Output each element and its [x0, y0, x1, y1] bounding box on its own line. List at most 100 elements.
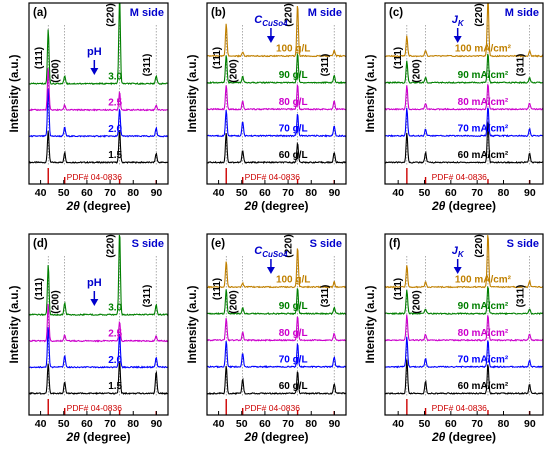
- peak-index-label: (220): [474, 3, 485, 26]
- panel-letter: (e): [211, 238, 225, 250]
- series-label: 80 g/L: [279, 97, 308, 108]
- plot-frame: [28, 2, 169, 185]
- series-label: 2.0: [108, 124, 122, 135]
- xrd-trace-line: [28, 234, 169, 317]
- panel-a: PDF# 04-0836 1.5 2.0 2.5 3.0 (111) (200) (220) (…: [9, 2, 169, 213]
- arrow-head-icon: [453, 36, 462, 43]
- xrd-trace-line: [384, 359, 544, 395]
- x-tick-label: 90: [524, 418, 536, 430]
- peak-index-label: (311): [516, 54, 527, 77]
- peak-index-label: (111): [212, 278, 223, 300]
- x-tick-label: 50: [58, 418, 70, 430]
- y-axis-label: Intensity (a.u.): [365, 285, 377, 363]
- peak-index-label: (311): [320, 54, 331, 77]
- arrow-label: JK: [452, 245, 465, 259]
- peak-index-label: (200): [51, 59, 62, 82]
- y-axis-label: Intensity (a.u.): [9, 285, 21, 363]
- xrd-trace-line: [28, 361, 169, 396]
- x-tick-label: 60: [259, 187, 271, 199]
- x-tick-label: 50: [236, 187, 248, 199]
- peak-index-label: (220): [284, 3, 295, 26]
- series-label: 90 mA/cm²: [458, 301, 509, 312]
- peak-index-label: (111): [393, 47, 404, 69]
- x-tick-label: 40: [213, 187, 225, 199]
- plot-frame: [384, 233, 544, 416]
- xrd-trace-line: [206, 365, 347, 395]
- x-axis-label: 2θ (degree): [65, 199, 130, 213]
- xrd-trace-line: [206, 5, 347, 58]
- peak-index-label: (200): [229, 59, 240, 82]
- peak-index-label: (200): [412, 290, 423, 313]
- peak-index-label: (311): [142, 285, 153, 308]
- x-axis-label: 2θ (degree): [65, 430, 130, 444]
- arrow-head-icon: [266, 267, 275, 274]
- panel-letter: (b): [211, 7, 226, 19]
- xrd-trace-line: [384, 234, 544, 289]
- series-label: 100 mA/cm²: [455, 44, 512, 55]
- series-label: 3.0: [108, 71, 122, 82]
- arrow-head-icon: [90, 299, 99, 306]
- panel-f: PDF# 04-0836 60 mA/cm² 70 mA/cm² 80 mA/cm² 9…: [365, 233, 544, 444]
- x-tick-label: 40: [35, 187, 47, 199]
- peak-index-label: (220): [474, 234, 485, 257]
- xrd-trace-line: [206, 288, 347, 316]
- panel-letter: (d): [33, 238, 48, 250]
- xrd-trace-line: [206, 52, 347, 85]
- y-axis-label: Intensity (a.u.): [187, 285, 199, 363]
- x-tick-label: 70: [282, 418, 294, 430]
- x-tick-label: 70: [104, 418, 116, 430]
- xrd-trace-line: [28, 327, 169, 369]
- peak-index-label: (200): [51, 290, 62, 313]
- xrd-trace-line: [28, 130, 169, 164]
- x-tick-label: 60: [445, 187, 457, 199]
- series-label: 60 mA/cm²: [458, 150, 509, 161]
- xrd-trace-line: [206, 110, 347, 138]
- plot-frame: [206, 2, 347, 185]
- peak-index-label: (200): [412, 59, 423, 82]
- series-label: 70 mA/cm²: [458, 354, 509, 365]
- x-tick-label: 60: [445, 418, 457, 430]
- side-label: M side: [130, 7, 164, 19]
- peak-index-label: (220): [284, 234, 295, 257]
- peak-index-label: (111): [34, 47, 45, 69]
- peak-index-label: (311): [516, 285, 527, 308]
- peak-index-label: (111): [212, 47, 223, 69]
- panel-letter: (a): [33, 7, 47, 19]
- series-label: 100 g/L: [276, 44, 310, 55]
- series-label: 100 mA/cm²: [455, 275, 512, 286]
- x-tick-label: 40: [392, 418, 404, 430]
- side-label: S side: [132, 238, 164, 250]
- xrd-trace-line: [28, 303, 169, 343]
- arrow-label: JK: [452, 14, 465, 28]
- series-label: 80 mA/cm²: [458, 328, 509, 339]
- x-tick-label: 40: [35, 418, 47, 430]
- series-label: 90 g/L: [279, 301, 308, 312]
- y-axis-label: Intensity (a.u.): [9, 54, 21, 132]
- arrow-head-icon: [90, 68, 99, 75]
- arrow-label: CCuSo4: [254, 14, 288, 28]
- x-tick-label: 80: [498, 187, 510, 199]
- pdf-reference-label: PDF# 04-0836: [432, 403, 488, 413]
- peak-index-label: (200): [229, 290, 240, 313]
- plot-frame: [384, 2, 544, 185]
- series-label: 3.0: [108, 302, 122, 313]
- x-axis-label: 2θ (degree): [431, 199, 496, 213]
- arrow-label: pH: [87, 46, 102, 58]
- x-axis-label: 2θ (degree): [243, 430, 308, 444]
- x-tick-label: 60: [81, 187, 93, 199]
- xrd-trace-line: [206, 83, 347, 111]
- x-tick-label: 90: [329, 187, 341, 199]
- panel-letter: (f): [389, 238, 401, 250]
- x-tick-label: 50: [236, 418, 248, 430]
- x-tick-label: 90: [329, 418, 341, 430]
- peak-index-label: (311): [142, 54, 153, 77]
- xrd-trace-line: [206, 132, 347, 165]
- x-tick-label: 80: [127, 187, 139, 199]
- pdf-reference-label: PDF# 04-0836: [67, 172, 123, 182]
- xrd-trace-line: [206, 248, 347, 289]
- x-tick-label: 90: [151, 418, 163, 430]
- panel-e: PDF# 04-0836 60 g/L 70 g/L 80 g/L 90 g/L 100 …: [187, 233, 347, 444]
- peak-index-label: (111): [34, 278, 45, 300]
- x-tick-label: 70: [282, 187, 294, 199]
